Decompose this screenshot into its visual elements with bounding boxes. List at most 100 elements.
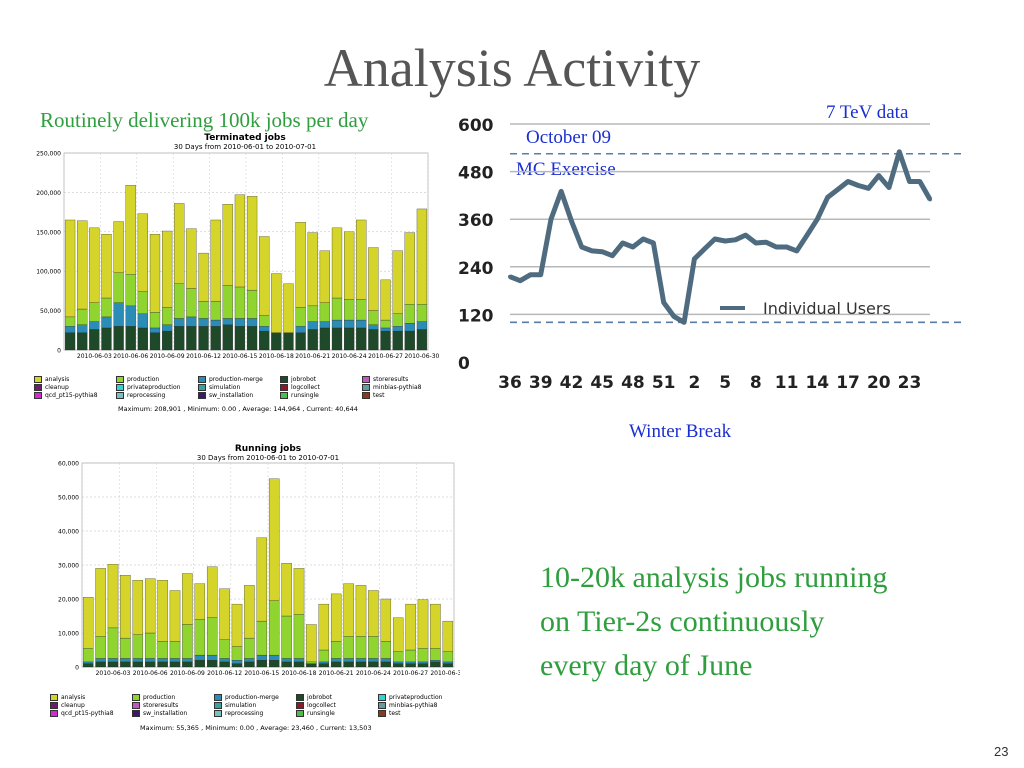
bar-segment-production-merge [144, 658, 156, 663]
bar-segment-analysis [125, 185, 136, 275]
bar-segment-jobrobot [198, 326, 209, 351]
legend-label: test [373, 392, 385, 399]
bar-segment-production-merge [319, 321, 330, 329]
bar-segment-analysis [157, 580, 168, 642]
legend-label: reprocessing [225, 710, 264, 717]
bar-segment-production [169, 641, 181, 659]
bar-segment-analysis [259, 236, 270, 316]
bar-segment-production-merge [368, 324, 379, 330]
bar-segment-production [246, 289, 258, 319]
chart-subtitle: 30 Days from 2010-06-01 to 2010-07-01 [197, 454, 339, 462]
bar-segment-production [244, 637, 255, 659]
running-legend: analysis production production-merge jobrob… [50, 694, 460, 722]
running-jobs-chart: Running jobs 30 Days from 2010-06-01 to … [58, 444, 460, 677]
bar-segment-jobrobot [330, 661, 342, 668]
bar-segment-jobrobot [182, 661, 193, 668]
bar-segment-production-merge [174, 318, 185, 327]
legend-swatch [50, 694, 58, 701]
bar-segment-production-merge [392, 661, 404, 664]
bar-segment-analysis [416, 208, 428, 305]
bar-segment-jobrobot [169, 661, 181, 668]
bar-segment-production-merge [295, 326, 306, 333]
data-point [661, 300, 666, 305]
bar-segment-production-merge [331, 319, 343, 329]
bar-segment-production [149, 312, 161, 329]
bar-segment-analysis [368, 590, 379, 637]
legend-label: privateproduction [127, 384, 181, 391]
legend-swatch [378, 694, 386, 701]
legend-label: production [143, 694, 176, 701]
bar-segment-jobrobot [343, 661, 354, 668]
bar-segment-analysis [194, 583, 206, 620]
legend-item: simulation [198, 384, 240, 392]
bar-segment-jobrobot [295, 332, 306, 351]
legend-label: jobrobot [307, 694, 332, 701]
legend-item: production-merge [198, 376, 263, 384]
data-point [610, 253, 615, 258]
legend-item: test [378, 710, 401, 718]
bar-segment-production [198, 300, 209, 319]
bar-segment-jobrobot [430, 661, 441, 668]
bar-segment-production [344, 299, 355, 321]
legend-item: sw_installation [132, 710, 187, 718]
legend-label: jobrobot [291, 376, 316, 383]
bar-segment-analysis [101, 234, 112, 299]
bar-segment-analysis [95, 568, 106, 637]
bar-segment-analysis [392, 617, 404, 652]
bar-segment-production [206, 617, 218, 656]
legend-swatch [296, 694, 304, 701]
bar-segment-production-merge [107, 658, 119, 663]
bar-segment-jobrobot [331, 327, 343, 351]
bar-segment-jobrobot [194, 660, 206, 668]
data-point [579, 244, 584, 249]
x-tick-label: 23 [898, 373, 922, 393]
bar-segment-analysis [137, 213, 148, 292]
data-point [600, 249, 605, 254]
chart-title: Running jobs [235, 444, 301, 454]
x-tick-label: 14 [805, 373, 829, 393]
x-tick-label: 51 [652, 373, 676, 393]
data-point [753, 241, 758, 245]
bar-segment-jobrobot [120, 661, 131, 668]
bar-segment-production-merge [355, 658, 367, 663]
bar-segment-jobrobot [113, 326, 124, 351]
bar-segment-jobrobot [344, 327, 355, 351]
bar-segment-production [194, 619, 206, 656]
bar-segment-analysis [343, 583, 354, 637]
chart-title: Terminated jobs [204, 133, 285, 143]
bar-segment-production-merge [113, 302, 124, 327]
legend-swatch [362, 376, 370, 383]
bar-segment-production [120, 637, 131, 659]
x-tick-label: 2010-06-21 [295, 353, 330, 360]
legend-swatch [50, 702, 58, 709]
bar-segment-jobrobot [380, 661, 392, 668]
bar-segment-jobrobot [355, 661, 367, 668]
data-point [794, 248, 799, 253]
legend-swatch [116, 392, 124, 399]
bar-segment-jobrobot [256, 660, 268, 668]
data-point [682, 320, 687, 325]
bar-segment-production-merge [405, 661, 416, 664]
x-tick-label: 2010-06-15 [244, 670, 279, 677]
bar-segment-jobrobot [268, 660, 280, 668]
bar-segment-production-merge [120, 658, 131, 663]
legend-label: qcd_pt15-pythia8 [61, 710, 114, 717]
bar-segment-jobrobot [405, 663, 416, 668]
bar-segment-analysis [368, 247, 379, 311]
legend-item: logcollect [296, 702, 336, 710]
bar-segment-analysis [356, 219, 367, 300]
data-point [887, 185, 892, 190]
bar-segment-production-merge [157, 658, 168, 663]
bar-segment-jobrobot [417, 663, 429, 668]
data-point [528, 272, 533, 277]
bar-segment-production [95, 636, 106, 659]
legend-swatch [50, 710, 58, 717]
legend-swatch [34, 384, 42, 391]
bar-segment-production-merge [356, 319, 367, 329]
bar-segment-production [256, 620, 268, 656]
legend-swatch [362, 384, 370, 391]
bar-segment-production [430, 648, 441, 661]
x-tick-label: 2010-06-30 [430, 670, 460, 677]
bar-segment-production-merge [268, 654, 280, 661]
data-point [702, 246, 707, 251]
